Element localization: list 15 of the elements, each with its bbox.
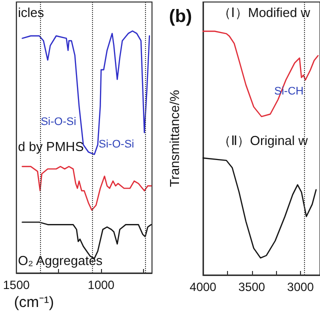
x-tick-label: 4000 [190, 280, 217, 294]
series-label: icles [18, 5, 45, 20]
series-label: （Ⅰ）Modified w [218, 5, 311, 20]
x-tick-label: 1000 [88, 278, 115, 292]
series-label: O₂ Aggregates [18, 253, 104, 268]
y-axis-title: Transmittance/% [167, 90, 182, 188]
series-label: （Ⅱ）Original w [218, 133, 308, 148]
x-axis-title: (cm⁻¹) [14, 294, 54, 311]
annotation: Si-O-Si [40, 116, 76, 128]
series-label: d by PMHS [18, 139, 84, 154]
x-tick-label: 1500 [2, 278, 30, 292]
chart-title: (b) [169, 6, 192, 26]
annotation: Si-O-Si [98, 138, 134, 151]
x-tick-label: 3000 [287, 280, 314, 294]
x-tick-label: 3500 [238, 280, 266, 294]
